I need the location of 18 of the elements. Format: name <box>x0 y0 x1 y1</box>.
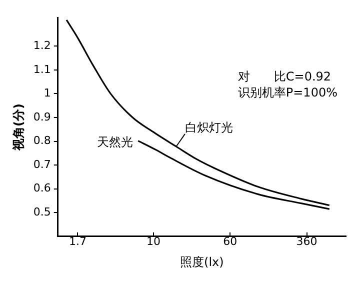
x-tick-label: 360 <box>296 234 318 248</box>
y-tick-label: 1 <box>44 86 51 100</box>
y-tick-label: 1.1 <box>33 62 51 76</box>
y-tick-label: 0.7 <box>33 158 51 171</box>
y-tick-label: 0.5 <box>33 205 51 218</box>
y-tick-label: 0.9 <box>33 110 51 124</box>
annotation: 识别机率P=100% <box>238 86 338 100</box>
y-axis-title: 视角(分) <box>11 104 26 152</box>
y-tick-label: 1.2 <box>33 39 51 52</box>
series-label: 天然光 <box>97 134 134 149</box>
series-label: 白炽灯光 <box>185 120 233 135</box>
x-tick-label: 10 <box>146 234 160 248</box>
y-tick-label: 0.8 <box>33 134 51 148</box>
x-tick-label: 1.7 <box>68 234 86 248</box>
annotation: 对 比C=0.92 <box>238 70 332 84</box>
x-tick-label: 60 <box>223 234 238 248</box>
x-axis-title: 照度(lx) <box>180 254 224 269</box>
y-tick-label: 0.6 <box>33 182 51 195</box>
